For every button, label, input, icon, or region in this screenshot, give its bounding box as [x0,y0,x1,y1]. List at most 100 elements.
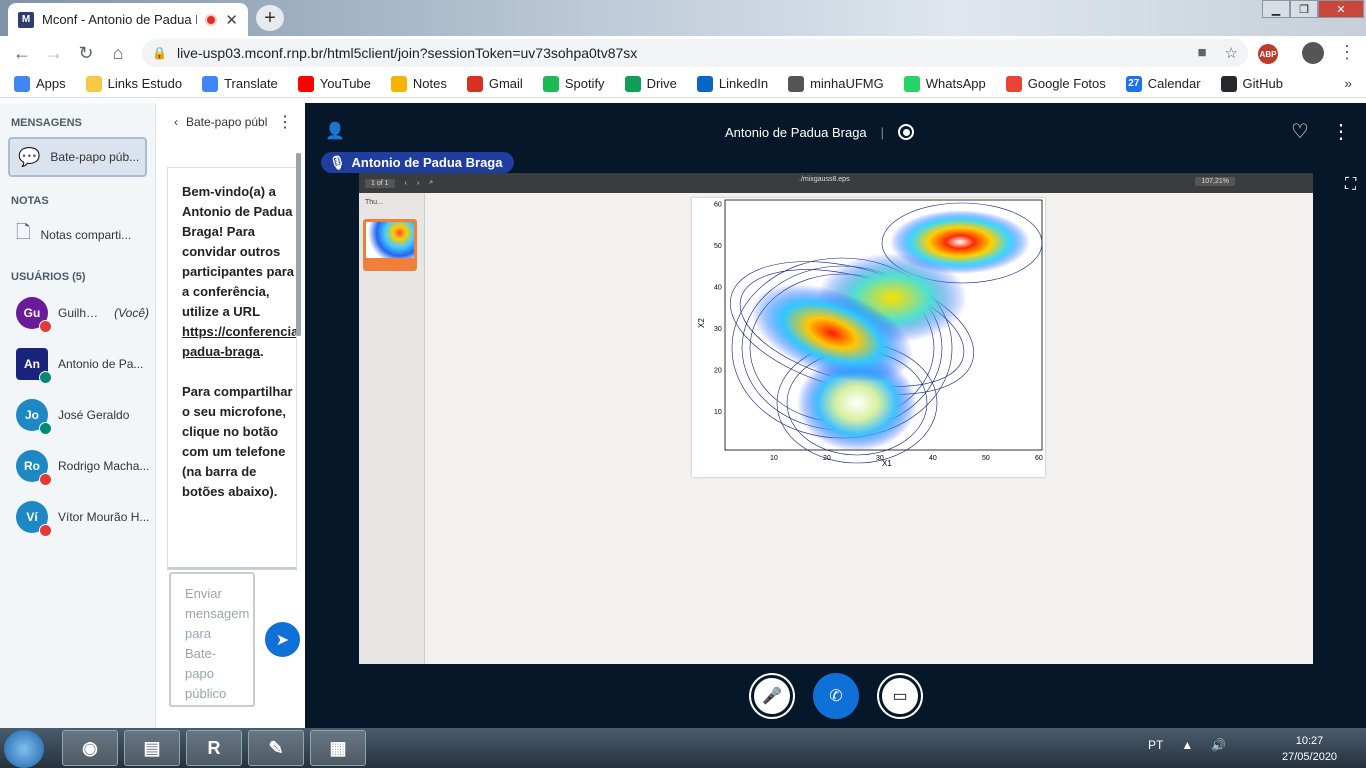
share-webcam-button[interactable]: ▭ [879,675,921,717]
y-tick-labels: 10 20 30 40 50 60 [714,202,722,417]
language-indicator[interactable]: PT [1148,738,1164,752]
bookmark-github[interactable]: GitHub [1220,75,1283,92]
chrome-taskbar-icon[interactable]: ◉ [62,730,118,766]
close-window-button[interactable]: ✕ [1318,0,1364,18]
bookmark-star-icon[interactable]: ☆ [1224,45,1238,62]
profile-avatar[interactable] [1302,42,1324,64]
contour-plot: 10 20 30 40 50 60 10 20 30 40 50 60 X1 X2 [697,199,1043,468]
heart-icon[interactable]: ♡ [1291,121,1309,143]
explorer-taskbar-icon[interactable]: ▤ [124,730,180,766]
tray-expand-icon[interactable]: ▲ [1181,738,1194,752]
x-tick-label: 60 [1035,455,1043,462]
bookmark-spotify[interactable]: Spotify [542,75,605,92]
chat-bubble-icon: 💬 [18,146,41,167]
bookmarks-overflow-icon[interactable]: » [1344,75,1352,91]
avatar: Ví [16,500,52,537]
avatar: Jo [16,398,52,435]
close-tab-icon[interactable]: ✕ [225,11,238,29]
audio-status-icon [39,472,52,486]
user-item[interactable]: Gu Guilher... (Você) [0,287,155,338]
public-chat-label: Bate-papo púb... [50,150,140,164]
chat-title: Bate-papo públ [186,115,268,129]
record-icon[interactable] [898,124,915,140]
tab-title: Mconf - Antonio de Padua B [42,12,198,27]
user-item[interactable]: Jo José Geraldo [0,389,155,440]
page-thumbnail[interactable] [363,219,417,271]
thumbnails-select[interactable]: Thu... [365,199,383,206]
home-icon[interactable]: ⌂ [112,42,124,63]
browser-menu-icon[interactable]: ⋮ [1338,42,1356,62]
bookmark-linkedin[interactable]: LinkedIn [696,75,768,92]
meeting-title: Antonio de Padua Braga [725,124,867,140]
bookmark-label: YouTube [319,76,371,91]
join-audio-button[interactable]: ✆ [815,675,857,717]
x-tick-label: 10 [770,455,778,462]
volume-icon[interactable]: 🔊 [1211,738,1227,752]
chevron-left-icon[interactable]: ‹ [174,115,178,129]
unmute-microphone-button[interactable]: 🎤 [751,675,793,717]
bookmark-drive[interactable]: Drive [624,75,677,92]
user-item[interactable]: Ro Rodrigo Macha... [0,440,155,491]
browser-toolbar: ← → ↻ ⌂ 🔒 live-usp03.mconf.rnp.br/html5c… [0,36,1366,70]
user-list: Gu Guilher... (Você) An Antonio de Pa... Jo Jo… [0,287,155,542]
r-taskbar-icon[interactable]: R [186,730,242,766]
bookmark-label: Spotify [564,76,605,91]
start-button[interactable] [4,730,44,768]
bookmark-label: Links Estudo [107,76,183,91]
bookmark-calendar[interactable]: 27 Calendar [1125,75,1201,92]
search-icon[interactable]: ⌕ [429,179,434,186]
options-menu-icon[interactable]: ⋮ [1331,121,1351,143]
chat-options-icon[interactable]: ⋮ [277,114,293,131]
page-number-input[interactable]: 1 of 1 [365,178,395,188]
avatar-initials: Ro [24,458,40,473]
shared-notes-item[interactable]: 🗋 Notas comparti... [8,215,147,255]
bookmark-youtube[interactable]: YouTube [297,75,371,92]
bookmark-notes[interactable]: Notes [390,75,447,92]
bookmark-whatsapp[interactable]: WhatsApp [903,75,986,92]
photos-icon [1005,75,1022,92]
chat-scrollbar[interactable] [296,153,301,336]
paint-taskbar-icon[interactable]: ✎ [248,730,304,766]
clock[interactable]: 10:27 27/05/2020 [1282,733,1337,765]
talking-indicator: 🎙 Antonio de Padua Braga [321,152,515,173]
notes-taskbar-icon[interactable]: ▦ [310,730,366,766]
bookmark-links-estudo[interactable]: Links Estudo [85,75,183,92]
file-name: ./mixgauss8.eps [799,176,850,183]
next-page-icon[interactable]: › [416,179,420,187]
folder-icon [85,75,102,92]
chat-panel: ‹ Bate-papo públ ⋮ Bem-vindo(a) a Antoni… [155,103,305,728]
maximize-window-button[interactable]: ❐ [1290,0,1318,18]
public-chat-item[interactable]: 💬 Bate-papo púb... [8,137,147,177]
zoom-select[interactable]: 107,21% [1195,177,1235,186]
forward-arrow-icon[interactable]: → [45,42,63,63]
chat-message-input[interactable]: Enviar mensagem para Bate-papo público [169,572,255,707]
back-arrow-icon[interactable]: ← [13,42,31,63]
fullscreen-icon[interactable]: ⛶ [1345,176,1357,193]
user-list-toggle-icon[interactable]: 👤 [325,123,345,140]
notes-heading: NOTAS [11,195,49,207]
bookmark-translate[interactable]: Translate [202,75,278,92]
x-tick-label: 40 [929,455,937,462]
x-tick-label: 30 [876,455,884,462]
avatar: Ro [16,449,52,486]
user-item[interactable]: Ví Vítor Mourão H... [0,491,155,542]
bookmark-gmail[interactable]: Gmail [466,75,523,92]
new-tab-button[interactable]: + [256,5,284,31]
minimize-window-button[interactable]: ▁ [1262,0,1290,18]
user-item[interactable]: An Antonio de Pa... [0,338,155,389]
invite-link[interactable]: https://conferencia...de-padua-braga [182,324,296,359]
thumbnail-sidebar: Thu... [359,193,425,664]
notes-icon [390,75,407,92]
prev-page-icon[interactable]: ‹ [404,179,407,187]
reload-icon[interactable]: ↻ [78,42,94,63]
gmail-icon [466,75,483,92]
bookmark-apps[interactable]: Apps [14,75,66,92]
send-message-button[interactable]: ➤ [265,622,300,657]
bookmark-google-fotos[interactable]: Google Fotos [1005,75,1106,92]
bookmark-minhaufmg[interactable]: minhaUFMG [788,75,884,92]
bookmark-label: Apps [36,76,66,91]
adblock-plus-icon[interactable]: ABP [1258,44,1278,64]
address-bar[interactable]: 🔒 live-usp03.mconf.rnp.br/html5client/jo… [142,39,1248,67]
browser-tab[interactable]: M Mconf - Antonio de Padua B ✕ [8,3,248,36]
camera-icon[interactable]: ■ [1197,44,1207,61]
